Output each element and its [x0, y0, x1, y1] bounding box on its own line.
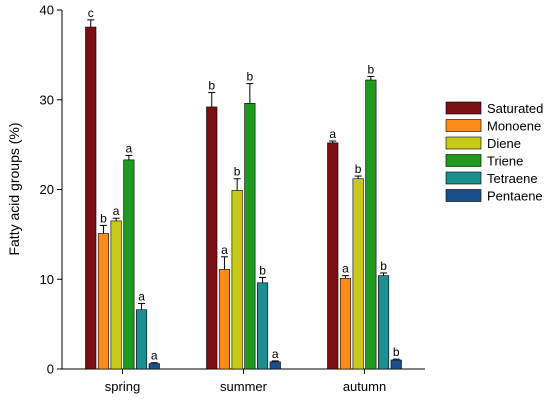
bars: [85, 19, 402, 370]
significance-letter: b: [355, 162, 362, 176]
y-tick-label: 0: [47, 362, 54, 377]
legend-label-tetraene: Tetraene: [487, 171, 538, 186]
significance-letter: b: [259, 263, 266, 277]
bar-monoene-spring: [97, 233, 109, 370]
bar-pentaene-spring: [148, 363, 160, 370]
bar-monoene-autumn: [339, 278, 352, 370]
significance-letter: b: [380, 259, 387, 273]
significance-letter: a: [329, 127, 336, 141]
bar-triene-summer: [244, 103, 256, 370]
significance-letter: b: [234, 165, 241, 179]
bar-triene-spring: [123, 159, 135, 370]
legend-swatch-triene: [445, 154, 482, 167]
legend-swatch-diene: [445, 136, 482, 150]
significance-letter: b: [208, 79, 215, 93]
y-tick-label: 30: [40, 92, 54, 107]
significance-letter: b: [393, 345, 400, 359]
significance-letter: b: [368, 62, 375, 76]
legend-label-pentaene: Pentaene: [487, 189, 543, 204]
bar-saturated-spring: [85, 26, 97, 370]
legend-swatch-saturated: [445, 101, 482, 115]
x-category-label: spring: [105, 379, 140, 394]
bar-tetraene-spring: [136, 309, 148, 370]
bar-pentaene-summer: [269, 361, 281, 370]
significance-letter: a: [138, 289, 145, 303]
y-tick-label: 40: [40, 3, 54, 18]
bar-diene-summer: [231, 190, 243, 370]
x-category-label: autumn: [343, 379, 386, 394]
legend-label-triene: Triene: [487, 154, 523, 169]
legend-label-monoene: Monoene: [487, 119, 541, 134]
significance-letter: a: [113, 204, 120, 218]
legend-label-diene: Diene: [487, 136, 521, 151]
significance-letter: a: [272, 347, 279, 361]
x-category-label: summer: [220, 379, 268, 394]
legend-label-saturated: Saturated: [487, 101, 543, 116]
significance-letter: b: [100, 211, 107, 225]
bar-tetraene-summer: [256, 282, 269, 370]
bar-diene-autumn: [352, 178, 364, 370]
significance-letter: a: [126, 141, 133, 155]
significance-letter: a: [342, 262, 349, 276]
bar-saturated-autumn: [327, 142, 339, 370]
bar-tetraene-autumn: [377, 275, 390, 370]
y-axis-title: Fatty acid groups (%): [6, 122, 22, 255]
y-tick-label: 20: [40, 182, 54, 197]
significance-letter: b: [247, 70, 254, 84]
significance-letter: a: [221, 243, 228, 257]
bar-saturated-summer: [206, 106, 218, 370]
significance-letter: a: [151, 349, 158, 363]
bar-monoene-summer: [218, 269, 230, 370]
legend-swatch-tetraene: [445, 171, 482, 185]
legend-swatch-pentaene: [445, 189, 482, 202]
significance-letter: c: [88, 6, 94, 20]
y-tick-label: 10: [40, 272, 54, 287]
bar-triene-autumn: [365, 79, 377, 370]
legend-swatch-monoene: [445, 119, 482, 132]
bar-pentaene-autumn: [390, 359, 402, 370]
bar-diene-spring: [110, 220, 122, 370]
legend: Saturated Monoene Diene Triene Tetraene Penta…: [445, 101, 543, 204]
axes: 0 10 20 30 40 spring summer autumn: [40, 3, 425, 394]
